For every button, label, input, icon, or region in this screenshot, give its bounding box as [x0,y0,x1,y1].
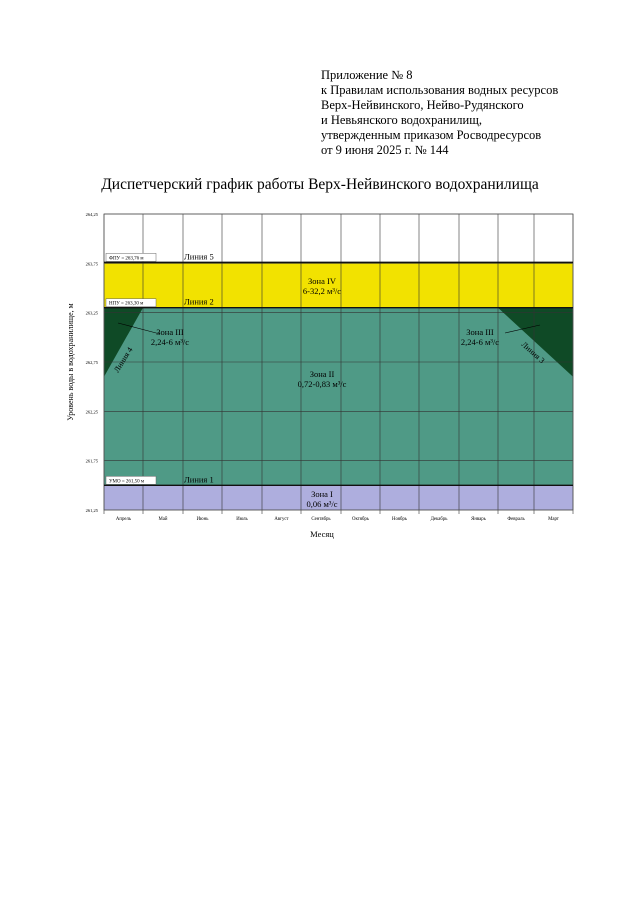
x-tick-label: Апрель [116,517,132,522]
y-tick-label: 261,75 [86,459,99,465]
y-tick-label: 264,25 [86,212,99,218]
chart-title: Диспетчерский график работы Верх-Нейвинс… [101,176,539,193]
x-tick-label: Май [159,517,168,522]
x-tick-label: Март [548,517,560,522]
zone-band [104,307,573,486]
zone-name: Зона IV [308,276,337,286]
zone-band [104,262,573,308]
x-tick-label: Июль [236,517,248,522]
zone-band [104,485,573,510]
line-label: Линия 2 [184,297,214,307]
x-tick-label: Январь [471,517,486,522]
zone-flow: 0,72-0,83 м³/с [298,379,347,389]
y-tick-label: 262,25 [86,409,99,415]
zone3-pointer [117,322,161,335]
line-label: Линия 5 [184,251,214,261]
zone3-spring-area [104,307,143,377]
zone-name: Зона I [311,489,333,499]
line-label: Линия 1 [184,474,214,484]
header-line: от 9 июня 2025 г. № 144 [321,143,449,157]
zone-flow: 6-32,2 м³/с [303,286,341,296]
zone3-winter-area [498,307,573,377]
plot-border [103,213,574,511]
x-tick-label: Ноябрь [392,517,408,522]
level-label: ФПУ = 263,76 м [109,256,144,261]
x-tick-label: Декабрь [431,517,449,522]
zone3-flow: 2,24-6 м³/с [151,337,189,347]
x-tick-label: Июнь [197,517,210,522]
level-label-box [105,476,157,485]
y-axis-label: Уровень воды в водохранилище, м [66,303,75,420]
x-tick-label: Август [274,517,289,522]
level-label-box [105,253,157,262]
y-tick-label: 263,75 [86,261,99,267]
zone3-name: Зона III [466,327,494,337]
x-axis-label: Месяц [310,529,334,539]
x-tick-label: Октябрь [352,517,370,522]
zone3-pointer [504,324,541,334]
appendix-header: Приложение № 8 к Правилам использования … [321,68,558,158]
zone-flow: 0,06 м³/с [306,499,337,509]
header-line: утвержденным приказом Росводресурсов [321,128,542,142]
x-tick-label: Сентябрь [311,517,331,522]
zone-name: Зона II [310,369,335,379]
y-tick-label: 263,25 [86,311,99,317]
y-tick-label: 262,75 [86,360,99,366]
header-line: к Правилам использования водных ресурсов [321,83,559,97]
level-label-box [105,298,157,307]
zone3-name: Зона III [156,327,184,337]
zone3-flow: 2,24-6 м³/с [461,337,499,347]
header-line: Верх-Нейвинского, Нейво-Рудянского [321,98,524,112]
level-label: УМО = 261,50 м [109,479,145,484]
level-label: НПУ = 263,30 м [109,302,144,307]
header-line: и Невьянского водохранилищ, [321,113,482,127]
header-line: Приложение № 8 [321,68,413,82]
x-tick-label: Февраль [507,517,525,522]
y-tick-label: 261,25 [86,508,99,514]
